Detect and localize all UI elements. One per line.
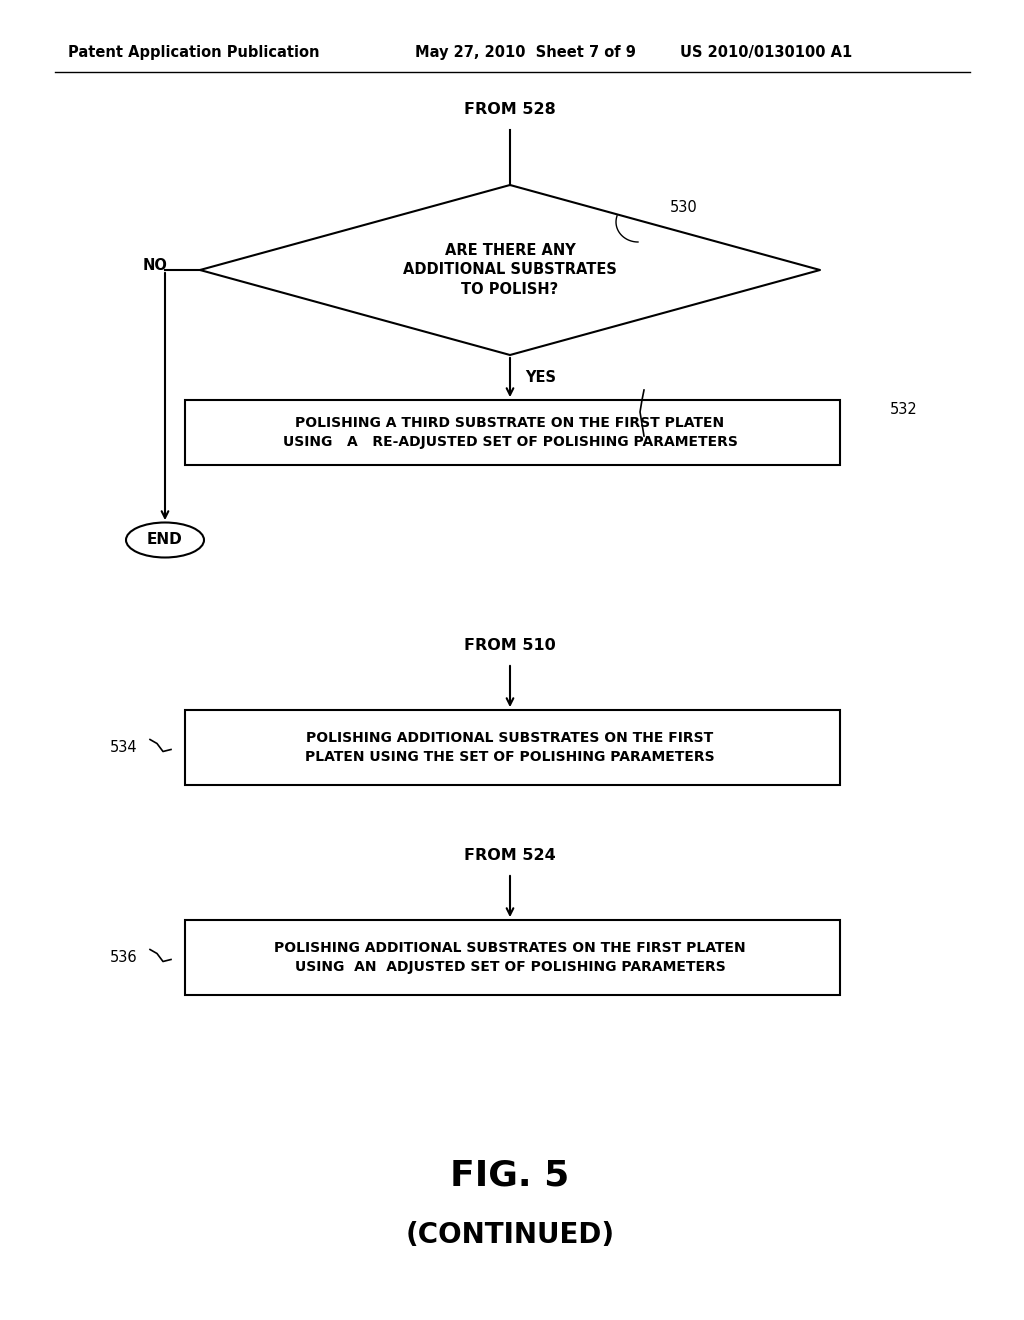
Bar bbox=[185, 920, 840, 995]
Text: 530: 530 bbox=[670, 201, 697, 215]
Text: (CONTINUED): (CONTINUED) bbox=[406, 1221, 614, 1249]
Text: FROM 510: FROM 510 bbox=[464, 638, 556, 652]
Text: FROM 528: FROM 528 bbox=[464, 103, 556, 117]
Text: YES: YES bbox=[525, 370, 556, 384]
Text: ARE THERE ANY
ADDITIONAL SUBSTRATES
TO POLISH?: ARE THERE ANY ADDITIONAL SUBSTRATES TO P… bbox=[403, 243, 616, 297]
Bar bbox=[185, 400, 840, 465]
Text: FROM 524: FROM 524 bbox=[464, 847, 556, 862]
Ellipse shape bbox=[126, 523, 204, 557]
Text: 534: 534 bbox=[110, 741, 137, 755]
Text: Patent Application Publication: Patent Application Publication bbox=[68, 45, 319, 59]
Text: NO: NO bbox=[142, 257, 168, 272]
Text: END: END bbox=[147, 532, 183, 548]
Text: POLISHING ADDITIONAL SUBSTRATES ON THE FIRST PLATEN
USING  AN  ADJUSTED SET OF P: POLISHING ADDITIONAL SUBSTRATES ON THE F… bbox=[274, 941, 745, 974]
Text: 532: 532 bbox=[890, 403, 918, 417]
Text: POLISHING A THIRD SUBSTRATE ON THE FIRST PLATEN
USING   A   RE-ADJUSTED SET OF P: POLISHING A THIRD SUBSTRATE ON THE FIRST… bbox=[283, 416, 737, 449]
Bar bbox=[185, 710, 840, 785]
Text: FIG. 5: FIG. 5 bbox=[451, 1158, 569, 1192]
Text: May 27, 2010  Sheet 7 of 9: May 27, 2010 Sheet 7 of 9 bbox=[415, 45, 636, 59]
Text: US 2010/0130100 A1: US 2010/0130100 A1 bbox=[680, 45, 852, 59]
Text: 536: 536 bbox=[110, 950, 137, 965]
Text: POLISHING ADDITIONAL SUBSTRATES ON THE FIRST
PLATEN USING THE SET OF POLISHING P: POLISHING ADDITIONAL SUBSTRATES ON THE F… bbox=[305, 731, 715, 764]
